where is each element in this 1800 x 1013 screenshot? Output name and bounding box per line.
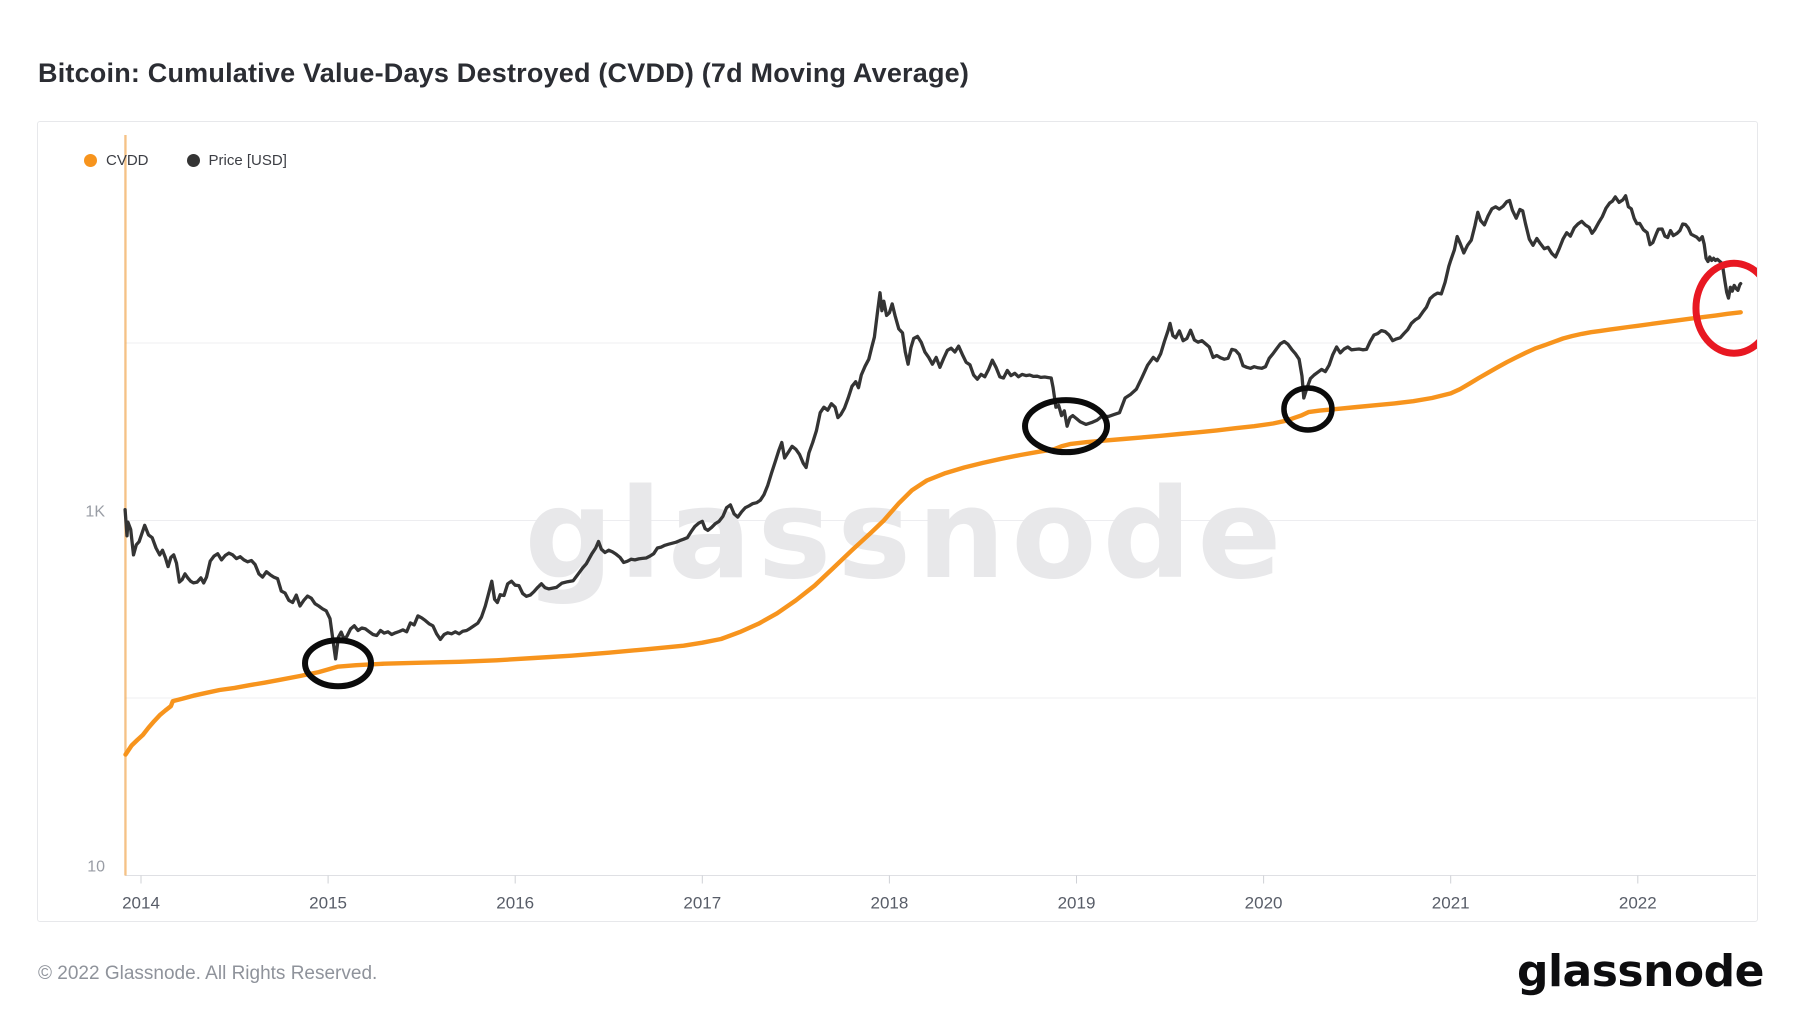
annotation-circle <box>1022 397 1111 456</box>
annotation-circles <box>302 259 1757 690</box>
series-price-usd- <box>123 194 1743 661</box>
legend-item-cvdd[interactable]: CVDD <box>84 152 149 169</box>
annotation-circle <box>1281 385 1335 433</box>
annotation-circle <box>302 637 375 690</box>
x-axis-label: 2017 <box>683 894 721 913</box>
copyright-text: © 2022 Glassnode. All Rights Reserved. <box>38 963 378 984</box>
series-lines <box>123 194 1743 757</box>
x-axis-label: 2015 <box>309 894 347 913</box>
glassnode-logo: glassnode <box>1516 946 1765 997</box>
cvdd-dot-icon <box>84 154 97 167</box>
x-axis-label: 2020 <box>1245 894 1283 913</box>
legend-label-price: Price [USD] <box>208 152 287 169</box>
price-dot-icon <box>186 154 200 167</box>
legend-item-price[interactable]: Price [USD] <box>186 152 287 169</box>
chart-card: glassnode 1K 10 2014 2015 2016 2017 2018 2019 20… <box>37 121 1758 922</box>
legend-label-cvdd: CVDD <box>106 152 149 169</box>
x-axis-label: 2019 <box>1058 894 1096 913</box>
annotation-circle <box>1692 259 1757 357</box>
axes: 1K 10 2014 2015 2016 2017 2018 2019 2020 2021 2022 <box>85 135 1756 913</box>
glassnode-watermark: glassnode <box>525 463 1288 607</box>
x-axis-label: 2016 <box>496 894 534 913</box>
series-cvdd <box>123 310 1743 757</box>
chart-title: Bitcoin: Cumulative Value-Days Destroyed… <box>38 58 970 89</box>
y-axis-label: 10 <box>87 859 105 876</box>
x-axis-label: 2014 <box>122 894 160 913</box>
chart-plot[interactable]: glassnode 1K 10 2014 2015 2016 2017 2018 2019 20… <box>38 122 1757 921</box>
y-axis-label: 1K <box>85 504 105 521</box>
x-axis-label: 2022 <box>1619 894 1657 913</box>
gridlines <box>125 342 1756 876</box>
x-axis-label: 2021 <box>1432 894 1470 913</box>
legend: CVDD Price [USD] <box>84 152 287 169</box>
x-axis-label: 2018 <box>870 894 908 913</box>
